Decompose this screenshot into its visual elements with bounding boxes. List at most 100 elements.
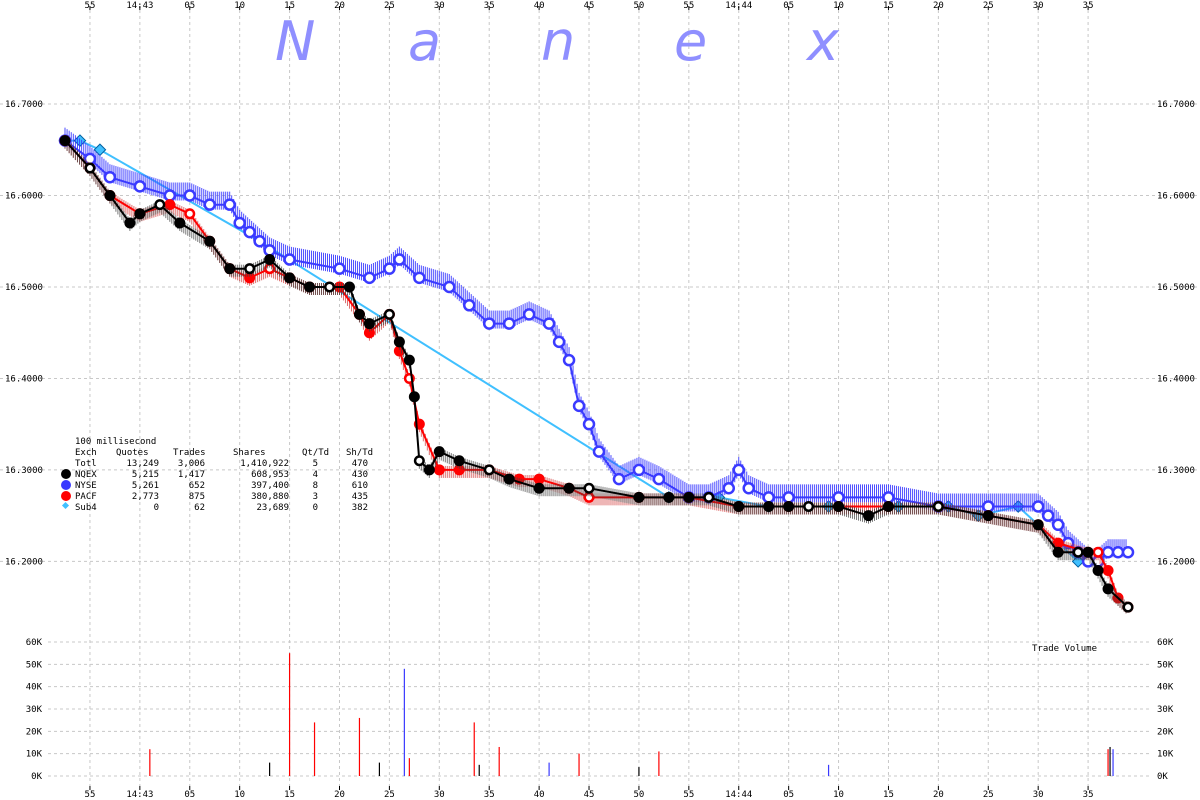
stats-shares: 380,880: [251, 492, 289, 502]
series-nqex: [59, 135, 1134, 614]
nyse-trade-marker: [363, 271, 376, 285]
nqex-trade-marker: [683, 491, 695, 503]
trade-marker-highlight: [935, 503, 942, 510]
nqex-trade-marker: [882, 501, 894, 513]
nyse-trade-marker: [482, 317, 496, 330]
nqex-trade-marker: [423, 464, 435, 476]
watermark-letter: e: [674, 10, 707, 73]
x-tick-label: 15: [883, 790, 894, 800]
nyse-trade-marker: [243, 225, 256, 239]
stats-exch: Totl: [75, 459, 97, 469]
trade-marker-highlight: [805, 503, 812, 510]
x-tick-label: 20: [334, 1, 345, 11]
stats-header: Qt/Td: [302, 448, 329, 458]
nyse-trade-marker: [562, 353, 576, 367]
volume-tick-label: 50K: [1157, 660, 1174, 670]
y-tick-label: 16.2000: [5, 557, 43, 567]
nqex-trade-marker: [1082, 546, 1094, 558]
nyse-trade-marker: [1041, 509, 1055, 522]
watermark-letter: x: [805, 10, 840, 73]
nqex-trade-marker: [433, 446, 445, 458]
pacf-trade-marker: [533, 473, 545, 485]
x-tick-label: 35: [484, 790, 495, 800]
nyse-trade-marker: [83, 152, 97, 166]
nqex-trade-marker: [453, 455, 465, 467]
watermark-letter: a: [408, 10, 441, 73]
x-tick-label: 55: [85, 790, 96, 800]
stats-exch: Sub4: [75, 503, 97, 513]
nyse-trade-marker: [1101, 545, 1115, 559]
x-tick-label: 40: [534, 1, 545, 11]
nyse-trade-marker: [742, 481, 755, 495]
nyse-trade-marker: [223, 198, 236, 211]
nyse-trade-marker: [253, 234, 266, 248]
volume-tick-label: 20K: [26, 727, 43, 737]
watermark-letter: N: [275, 10, 315, 73]
grid-lines: [0, 10, 1200, 786]
y-tick-label: 16.4000: [5, 374, 43, 384]
nyse-trade-marker: [163, 189, 177, 202]
trade-marker-highlight: [1075, 549, 1082, 556]
x-tick-label: 25: [983, 1, 994, 11]
trade-marker-highlight: [586, 485, 593, 492]
nqex-trade-marker: [1092, 565, 1104, 577]
nyse-trade-marker: [552, 335, 566, 349]
x-tick-label: 10: [833, 1, 844, 11]
x-tick-label: 14:44: [725, 790, 752, 800]
nyse-trade-marker: [413, 271, 426, 285]
nqex-trade-marker: [304, 281, 316, 293]
stats-header: Trades: [173, 448, 206, 458]
stats-shares: 1,410,922: [240, 459, 289, 469]
stats-sh-td: 610: [352, 481, 368, 491]
volume-axis-left: 0K 10K 20K 30K 40K 50K 60K: [26, 638, 43, 782]
x-tick-label: 30: [1033, 1, 1044, 11]
nyse-trade-marker: [632, 463, 646, 477]
nqex-trade-marker: [343, 281, 355, 293]
stats-header: Exch: [75, 448, 97, 458]
x-tick-label: 30: [434, 1, 445, 11]
x-tick-label: 55: [683, 1, 694, 11]
nyse-trade-marker: [722, 481, 736, 495]
nyse-trade-marker: [572, 399, 586, 413]
nqex-trade-marker: [124, 217, 136, 229]
trade-marker-highlight: [1095, 549, 1102, 556]
pacf-trade-marker: [1102, 565, 1114, 577]
y-axis-right: 16.2000 16.3000 16.4000 16.5000 16.6000 16.70…: [1157, 100, 1195, 567]
nyse-trade-marker: [732, 463, 745, 477]
nyse-trade-marker: [652, 472, 666, 486]
stats-qt-td: 5: [313, 459, 318, 469]
x-tick-label: 15: [883, 1, 894, 11]
x-tick-label: 05: [184, 1, 195, 11]
x-axis-bottom: 55 14:43 05 10 15 20 25 30 35 40 45 50 55 14:44 05 10 15…: [85, 786, 1094, 800]
x-tick-label: 05: [783, 1, 794, 11]
x-tick-label: 30: [434, 790, 445, 800]
x-tick-label: 25: [384, 790, 395, 800]
stats-qt-td: 4: [313, 470, 318, 480]
nqex-trade-marker: [982, 510, 994, 522]
y-tick-label: 16.3000: [1157, 466, 1195, 476]
volume-series-nyse: [403, 668, 1114, 776]
stats-shares: 397,400: [251, 481, 289, 491]
sub4-trade-marker: [93, 143, 107, 157]
nyse-trade-marker: [233, 216, 246, 230]
x-tick-label: 10: [234, 1, 245, 11]
nqex-trade-marker: [353, 308, 365, 320]
watermark-letter: n: [541, 10, 575, 73]
nyse-trade-marker: [592, 445, 606, 458]
stats-legend-marker: [61, 480, 71, 490]
x-tick-label: 05: [783, 790, 794, 800]
nqex-trade-marker: [783, 501, 795, 513]
x-tick-label: 14:43: [126, 790, 153, 800]
stats-trades: 875: [189, 492, 205, 502]
x-tick-label: 15: [284, 1, 295, 11]
volume-series-pacf: [149, 653, 1109, 776]
nqex-trade-marker: [284, 272, 296, 284]
stats-qt-td: 0: [313, 503, 318, 513]
nqex-trade-marker: [733, 501, 745, 513]
trade-marker-highlight: [156, 201, 163, 208]
stats-legend-marker: [61, 469, 71, 479]
y-tick-label: 16.5000: [1157, 283, 1195, 293]
stats-quotes: 2,773: [132, 492, 159, 502]
nqex-trade-marker: [863, 510, 875, 522]
